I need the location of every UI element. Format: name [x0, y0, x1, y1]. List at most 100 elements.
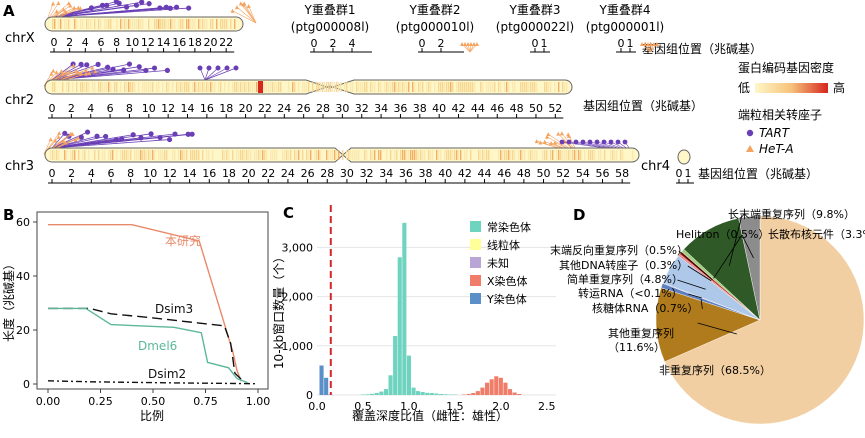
density-stripe-chr3 [294, 150, 296, 160]
tart-insertion-chr3 [51, 133, 152, 149]
density-stripe-chrX [128, 19, 130, 29]
heta-marker-chr2 [79, 71, 84, 76]
density-stripe-chr3 [302, 150, 304, 160]
tick-label-chr3: 26 [301, 167, 315, 180]
chr4-tick: 1 [685, 167, 692, 180]
density-stripe-chr3 [416, 150, 418, 160]
tick-label-chr3: 34 [379, 167, 393, 180]
density-stripe-chr2 [218, 82, 220, 92]
density-stripe-chr2 [554, 82, 556, 92]
density-stripe-chrX [148, 19, 150, 29]
density-stripe-chrX [90, 19, 92, 29]
density-stripe-chr2 [440, 82, 442, 92]
density-stripe-chr3 [254, 150, 256, 160]
density-stripe-chr2 [104, 82, 106, 92]
density-stripe-chr3 [162, 150, 164, 160]
density-stripe-chrX [172, 19, 174, 29]
density-stripe-chr3 [248, 150, 250, 160]
density-stripe-chr3 [402, 150, 404, 160]
tart-marker-chr3 [587, 139, 593, 145]
density-stripe-chr3 [74, 150, 76, 160]
tick-label-chr2: 8 [126, 102, 133, 115]
tick-label-chr2: 20 [239, 102, 253, 115]
tart-marker-chrX [116, 0, 122, 6]
density-stripe-chr3 [546, 150, 548, 160]
tick-label-chr2: 30 [335, 102, 349, 115]
density-colorbar [755, 83, 828, 93]
density-stripe-chr2 [532, 82, 534, 92]
density-stripe-chr2 [156, 82, 158, 92]
heta-marker-chr3 [544, 134, 549, 139]
density-stripe-chr2 [438, 82, 440, 92]
density-stripe-chrX [68, 19, 70, 29]
heta-marker-y [646, 42, 650, 46]
heta-marker-y [652, 42, 656, 46]
density-stripe-chr3 [558, 150, 560, 160]
panel-a: A chrX 0 2 4 6 8 10 12 14 16 18 20 22 Y重叠群1 (ptg000… [3, 0, 845, 184]
y-tick-label-b: 40 [16, 270, 30, 283]
tick-label-chr2: 24 [277, 102, 291, 115]
density-stripe-chr2 [390, 82, 392, 92]
density-stripe-chr3 [122, 150, 124, 160]
heta-marker-chrX [61, 7, 66, 12]
histogram-bar-常染色体 [388, 375, 393, 395]
heta-marker-y [460, 42, 464, 46]
tick-label-chr3: 2 [68, 167, 75, 180]
density-stripe-chrX [168, 19, 170, 29]
density-stripe-chr2 [558, 82, 560, 92]
density-stripe-chr2 [530, 82, 532, 92]
density-stripe-chrX [132, 19, 134, 29]
density-stripe-chr3 [158, 150, 160, 160]
tart-marker-chr3 [84, 129, 91, 135]
y-scaffold-3-id: (ptg000022l) [496, 20, 574, 34]
density-stripe-chr2 [360, 82, 362, 92]
density-stripe-chrX [74, 19, 76, 29]
x-tick-label-c: 0.5 [354, 400, 372, 413]
density-stripe-chr2 [388, 82, 390, 92]
density-stripe-chrX [212, 19, 214, 29]
heta-marker-chr3 [56, 134, 61, 139]
density-stripe-chr2 [350, 82, 352, 92]
tick-label-chr2: 26 [297, 102, 311, 115]
density-stripe-chr3 [446, 150, 448, 160]
density-stripe-chr3 [164, 150, 166, 160]
tick-label-chrX: 16 [172, 36, 186, 49]
density-stripe-chr3 [460, 150, 462, 160]
tick-label-chr3: 46 [497, 167, 511, 180]
density-stripe-chr2 [508, 82, 510, 92]
heta-marker-chr2 [60, 71, 65, 76]
density-stripe-chr2 [494, 82, 496, 92]
density-stripe-chr3 [350, 150, 352, 160]
heta-marker-chr3 [73, 137, 78, 142]
tick-label-chr2: 18 [219, 102, 233, 115]
heta-marker-chrX [56, 1, 61, 6]
histogram-bar-X染色体 [508, 389, 513, 395]
density-stripe-chr3 [192, 150, 194, 160]
legend-swatch-c [470, 239, 481, 250]
tick-label-chr2: 32 [355, 102, 369, 115]
histogram-bar-X染色体 [512, 392, 517, 395]
density-stripe-chr3 [570, 150, 572, 160]
y-scaffold-3-title: Y重叠群3 [509, 3, 561, 17]
panel-b: B 长度（兆碱基） 比例 0.00 0.25 0.50 0.75 1.00 0 20 40 60… [1, 206, 270, 423]
density-stripe-chr3 [264, 150, 266, 160]
legend-swatch-c [470, 221, 481, 232]
density-stripe-chr3 [186, 150, 188, 160]
density-stripe-chr3 [222, 150, 224, 160]
tart-marker-chr2 [206, 65, 212, 71]
density-stripe-chr3 [598, 150, 600, 160]
density-stripe-chr3 [276, 150, 278, 160]
density-stripe-chr3 [290, 150, 292, 160]
density-stripe-chr2 [138, 82, 140, 92]
density-stripe-chr3 [408, 150, 410, 160]
density-stripe-chr3 [56, 150, 58, 160]
density-stripe-chr2 [392, 82, 394, 92]
density-stripe-chr3 [356, 150, 358, 160]
tick-label-chrX: 4 [82, 36, 89, 49]
density-stripe-chr3 [256, 150, 258, 160]
density-stripe-chr3 [126, 150, 128, 160]
density-stripe-chr2 [102, 82, 104, 92]
density-stripe-chr3 [498, 150, 500, 160]
density-stripe-chr2 [458, 82, 460, 92]
tick-label-chr2: 0 [49, 102, 56, 115]
